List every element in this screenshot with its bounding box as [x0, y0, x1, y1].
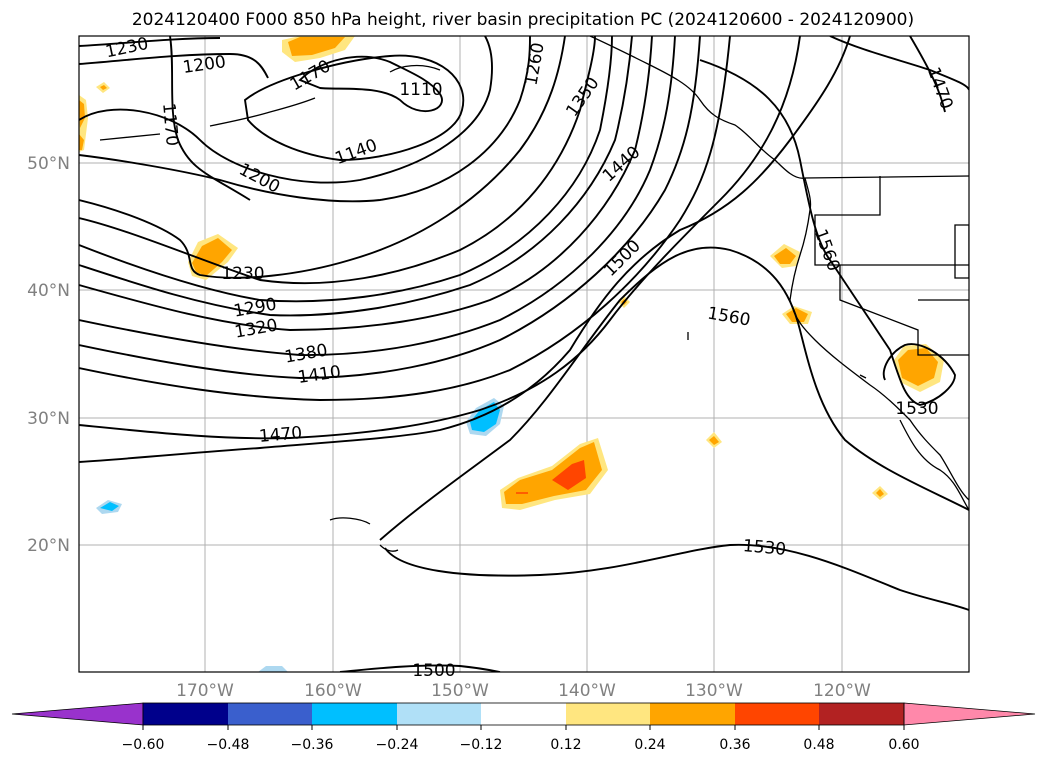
colorbar-tick-label: −0.36 — [291, 737, 334, 753]
gridlines — [79, 36, 969, 672]
lat-label: 20°N — [27, 536, 70, 556]
lon-label: 120°W — [813, 681, 871, 701]
map-frame — [78, 35, 970, 673]
latitude-labels: 50°N 40°N 30°N 20°N — [27, 154, 70, 556]
contour-label: 1500 — [412, 661, 455, 681]
colorbar-extend-high — [903, 702, 1036, 726]
figure-title: 2024120400 F000 850 hPa height, river ba… — [132, 10, 914, 30]
colorbar-bin — [143, 703, 228, 725]
lon-label: 170°W — [176, 681, 234, 701]
lat-label: 30°N — [27, 409, 70, 429]
height-contours — [79, 36, 969, 672]
lat-label: 50°N — [27, 154, 70, 174]
colorbar-tick-label: −0.60 — [122, 737, 165, 753]
contour-label: 1530 — [742, 536, 787, 560]
colorbar-bin — [481, 703, 566, 725]
lon-label: 130°W — [685, 681, 743, 701]
map-panel — [78, 35, 970, 673]
coastlines — [99, 36, 969, 552]
colorbar-ticks — [142, 725, 905, 730]
colorbar: −0.60 −0.48 −0.36 −0.24 −0.12 0.12 0.24 … — [11, 702, 1036, 753]
contour-label: 1530 — [895, 399, 938, 419]
colorbar-tick-label: 0.24 — [634, 737, 665, 753]
colorbar-tick-label: −0.24 — [376, 737, 419, 753]
colorbar-bin — [819, 703, 904, 725]
colorbar-bin — [397, 703, 481, 725]
colorbar-bin — [735, 703, 819, 725]
precip-shading — [79, 36, 944, 672]
colorbar-tick-label: 0.12 — [550, 737, 581, 753]
longitude-labels: 170°W 160°W 150°W 140°W 130°W 120°W — [176, 681, 871, 701]
colorbar-tick-label: 0.60 — [888, 737, 919, 753]
lon-label: 150°W — [431, 681, 489, 701]
contour-label: 1170 — [158, 102, 182, 147]
lat-label: 40°N — [27, 281, 70, 301]
colorbar-bin — [650, 703, 735, 725]
contour-label: 1230 — [221, 264, 264, 284]
colorbar-tick-label: 0.48 — [803, 737, 834, 753]
colorbar-extend-low — [11, 702, 144, 726]
colorbar-tick-label: −0.12 — [460, 737, 503, 753]
contour-label: 1110 — [399, 80, 442, 100]
lon-label: 140°W — [558, 681, 616, 701]
contour-label: 1470 — [258, 423, 303, 447]
colorbar-bin — [566, 703, 650, 725]
colorbar-tick-label: −0.48 — [207, 737, 250, 753]
colorbar-bin — [312, 703, 397, 725]
lon-label: 160°W — [304, 681, 362, 701]
colorbar-tick-label: 0.36 — [719, 737, 750, 753]
colorbar-bin — [228, 703, 312, 725]
